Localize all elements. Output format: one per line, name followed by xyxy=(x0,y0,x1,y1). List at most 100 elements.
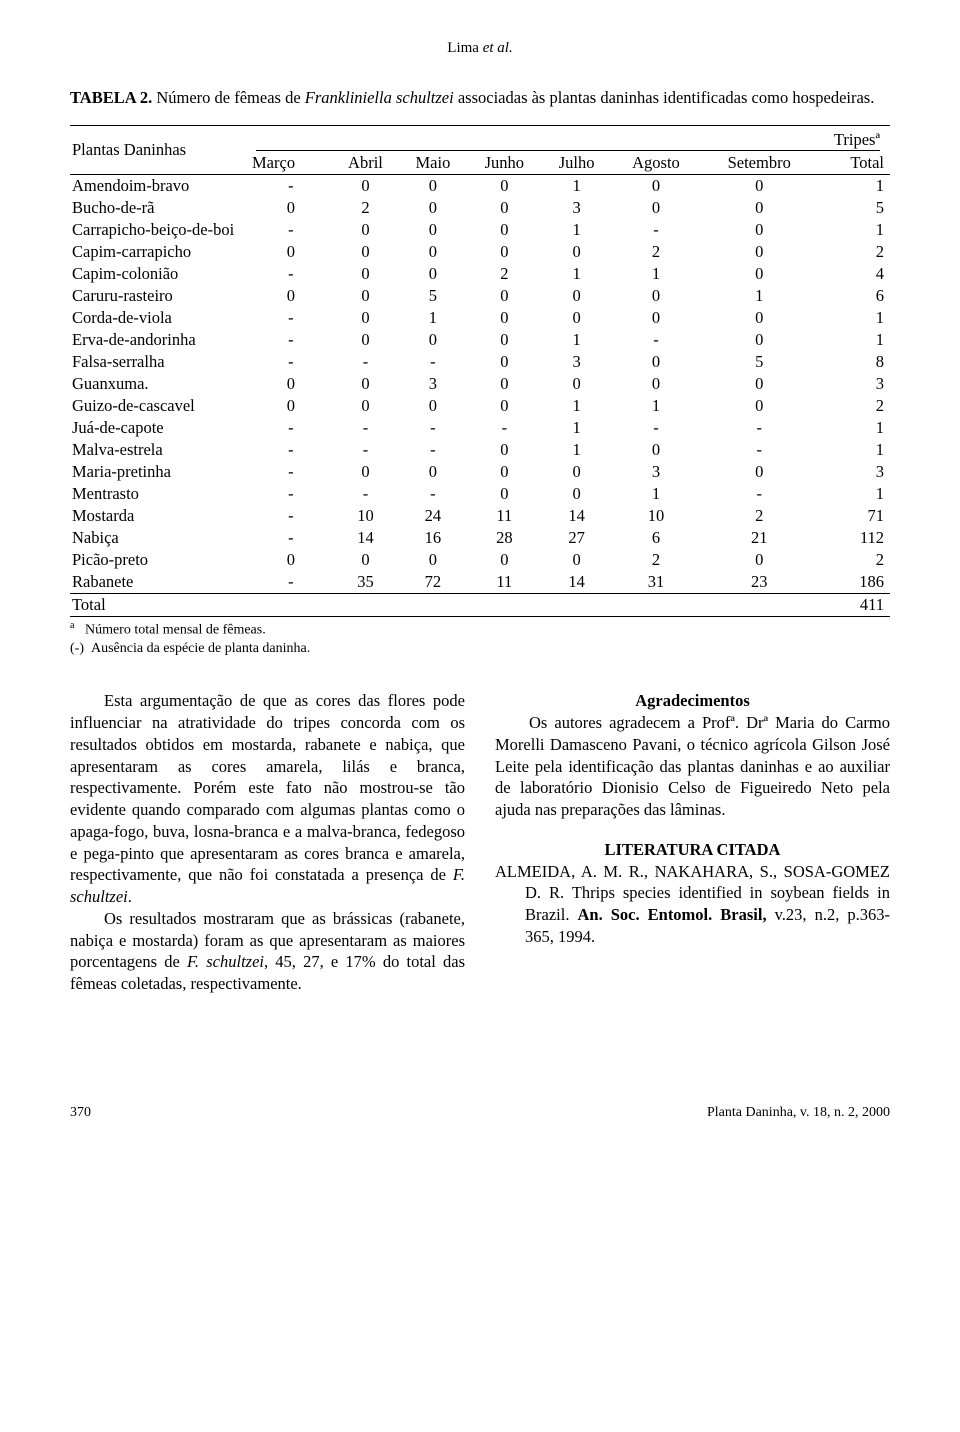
cell: - xyxy=(250,307,332,329)
cell: 0 xyxy=(332,219,399,241)
cell: 0 xyxy=(399,461,466,483)
row-name: Carrapicho-beiço-de-boi xyxy=(70,219,250,241)
cell: - xyxy=(332,417,399,439)
cell: - xyxy=(250,439,332,461)
cell: - xyxy=(701,417,818,439)
caption-pre: Número de fêmeas de xyxy=(152,88,305,107)
cell: 2 xyxy=(701,505,818,527)
table-footnotes: a Número total mensal de fêmeas. (-) Aus… xyxy=(70,619,890,658)
cell: 0 xyxy=(542,285,611,307)
cell: 5 xyxy=(818,197,890,219)
cell: 0 xyxy=(399,329,466,351)
cell: 16 xyxy=(399,527,466,549)
cell: 3 xyxy=(399,373,466,395)
cell: 1 xyxy=(818,417,890,439)
hdr-setembro: Setembro xyxy=(701,152,818,175)
journal-info: Planta Daninha, v. 18, n. 2, 2000 xyxy=(707,1105,890,1121)
cell: - xyxy=(332,439,399,461)
table-row: Maria-pretinha-0000303 xyxy=(70,461,890,483)
table-row: Guanxuma.00300003 xyxy=(70,373,890,395)
cell: 0 xyxy=(467,483,542,505)
cell: 0 xyxy=(542,549,611,571)
cell: - xyxy=(250,175,332,198)
cell: 0 xyxy=(467,175,542,198)
table-row: Capim-carrapicho00000202 xyxy=(70,241,890,263)
cell: 186 xyxy=(818,571,890,594)
table-row: Caruru-rasteiro00500016 xyxy=(70,285,890,307)
table-row: Nabiça-14162827621112 xyxy=(70,527,890,549)
row-name: Guizo-de-cascavel xyxy=(70,395,250,417)
cell: 0 xyxy=(542,373,611,395)
row-name: Juá-de-capote xyxy=(70,417,250,439)
cell: 1 xyxy=(611,483,701,505)
left-p2: Os resultados mostraram que as brássicas… xyxy=(70,908,465,995)
cell: 1 xyxy=(542,417,611,439)
cell: 8 xyxy=(818,351,890,373)
cell: 3 xyxy=(818,461,890,483)
cell: 0 xyxy=(611,439,701,461)
total-row: Total 411 xyxy=(70,594,890,617)
cell: 0 xyxy=(542,241,611,263)
cell: 0 xyxy=(250,197,332,219)
row-name: Falsa-serralha xyxy=(70,351,250,373)
cell: 0 xyxy=(332,395,399,417)
row-name: Capim-colonião xyxy=(70,263,250,285)
cell: 1 xyxy=(818,483,890,505)
cell: - xyxy=(399,483,466,505)
row-name: Malva-estrela xyxy=(70,439,250,461)
cell: 1 xyxy=(818,175,890,198)
cell: - xyxy=(250,351,332,373)
cell: 11 xyxy=(467,571,542,594)
cell: 0 xyxy=(701,549,818,571)
cell: 3 xyxy=(818,373,890,395)
cell: - xyxy=(250,505,332,527)
cell: 0 xyxy=(250,241,332,263)
cell: - xyxy=(250,527,332,549)
cell: - xyxy=(611,329,701,351)
cell: - xyxy=(250,417,332,439)
hdr-agosto: Agosto xyxy=(611,152,701,175)
row-name: Nabiça xyxy=(70,527,250,549)
cell: 4 xyxy=(818,263,890,285)
cell: 0 xyxy=(250,395,332,417)
caption-ital: Frankliniella schultzei xyxy=(305,88,454,107)
cell: 1 xyxy=(542,263,611,285)
cell: 0 xyxy=(467,219,542,241)
caption-label: TABELA 2. xyxy=(70,88,152,107)
cell: 0 xyxy=(467,307,542,329)
cell: 5 xyxy=(701,351,818,373)
cell: 0 xyxy=(542,307,611,329)
row-name: Guanxuma. xyxy=(70,373,250,395)
row-name: Corda-de-viola xyxy=(70,307,250,329)
cell: 0 xyxy=(399,175,466,198)
cell: 0 xyxy=(701,219,818,241)
cell: 10 xyxy=(611,505,701,527)
cell: 112 xyxy=(818,527,890,549)
cell: 0 xyxy=(399,549,466,571)
cell: - xyxy=(611,219,701,241)
table-body: Amendoim-bravo-0001001Bucho-de-rã0200300… xyxy=(70,175,890,594)
table-row: Amendoim-bravo-0001001 xyxy=(70,175,890,198)
cell: 31 xyxy=(611,571,701,594)
cell: 0 xyxy=(332,373,399,395)
cell: 0 xyxy=(467,241,542,263)
table-row: Juá-de-capote----1--1 xyxy=(70,417,890,439)
cell: 0 xyxy=(467,285,542,307)
cell: 0 xyxy=(611,373,701,395)
span-header: Tripesª xyxy=(250,126,890,153)
cell: 1 xyxy=(542,439,611,461)
cell: 0 xyxy=(701,461,818,483)
table-row: Carrapicho-beiço-de-boi-0001-01 xyxy=(70,219,890,241)
cell: 1 xyxy=(701,285,818,307)
footnote-a: a Número total mensal de fêmeas. xyxy=(70,619,890,640)
cell: 0 xyxy=(701,175,818,198)
hdr-marco: Março xyxy=(250,152,332,175)
cell: - xyxy=(332,483,399,505)
table-row: Erva-de-andorinha-0001-01 xyxy=(70,329,890,351)
cell: 14 xyxy=(542,571,611,594)
heading-literatura: LITERATURA CITADA xyxy=(495,839,890,861)
cell: - xyxy=(399,439,466,461)
table-row: Corda-de-viola-0100001 xyxy=(70,307,890,329)
cell: - xyxy=(250,571,332,594)
cell: 28 xyxy=(467,527,542,549)
